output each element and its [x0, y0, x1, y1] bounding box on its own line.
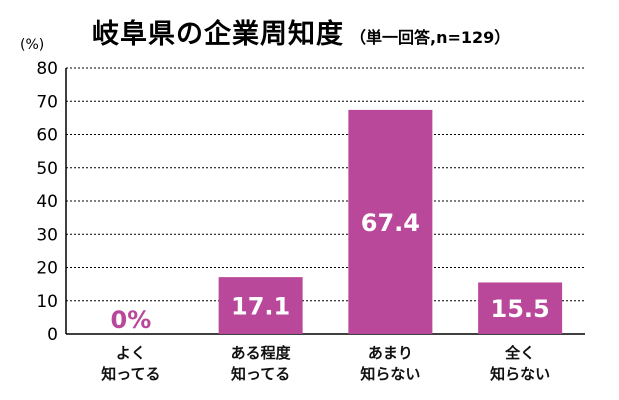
data-label: 0% — [111, 306, 152, 334]
chart-title-block: 岐阜県の企業周知度 （単一回答,n=129） — [92, 12, 510, 51]
bar — [218, 277, 303, 334]
chart-title: 岐阜県の企業周知度 — [92, 19, 344, 50]
y-tick-label: 50 — [36, 159, 58, 179]
x-category-label: 知ってる — [231, 365, 290, 383]
data-label: 67.4 — [361, 209, 420, 237]
x-category-label: 知らない — [490, 365, 550, 383]
x-category-label: よく — [116, 344, 146, 362]
data-label: 17.1 — [231, 293, 290, 321]
x-category-label: あまり — [368, 344, 413, 362]
x-category-label: ある程度 — [231, 344, 292, 362]
y-tick-label: 70 — [36, 92, 58, 112]
y-tick-label: 40 — [36, 192, 58, 212]
y-tick-label: 60 — [36, 126, 58, 146]
chart-subtitle: （単一回答,n=129） — [350, 28, 511, 47]
data-label: 15.5 — [491, 295, 550, 323]
y-tick-label: 30 — [36, 225, 58, 245]
bar — [478, 282, 563, 334]
y-axis-unit: (%) — [20, 37, 45, 53]
y-tick-label: 10 — [36, 292, 58, 312]
bar — [348, 109, 433, 335]
x-category-label: 知らない — [360, 365, 420, 383]
y-tick-label: 80 — [36, 59, 58, 79]
x-category-label: 全く — [504, 344, 535, 362]
y-tick-label: 0 — [47, 325, 58, 345]
y-tick-label: 20 — [36, 259, 58, 279]
x-category-label: 知ってる — [101, 365, 160, 383]
